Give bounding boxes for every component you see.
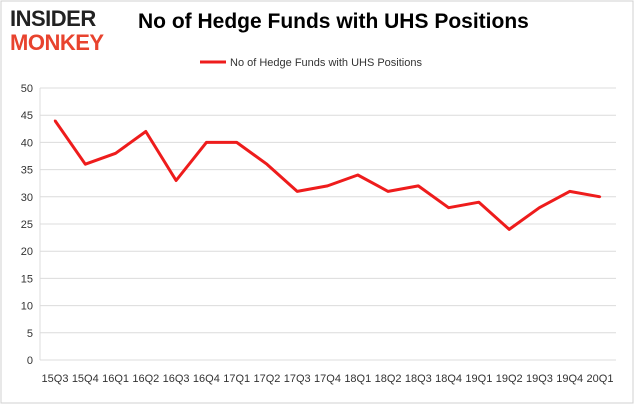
- x-tick-label: 17Q3: [284, 373, 311, 385]
- data-point: [507, 228, 511, 231]
- y-axis-ticks: 0 5 10 15 20 25 30 35 40 45 50: [21, 83, 33, 367]
- y-tick-label: 25: [21, 219, 33, 231]
- logo-line2: MONKEY: [10, 30, 104, 54]
- x-tick-label: 15Q4: [72, 373, 99, 385]
- data-point: [84, 162, 87, 166]
- x-tick-label: 19Q4: [556, 373, 583, 385]
- data-point: [235, 141, 238, 144]
- y-tick-label: 5: [27, 328, 33, 340]
- x-tick-label: 19Q3: [526, 373, 553, 385]
- data-point: [598, 195, 602, 198]
- data-point: [538, 206, 541, 209]
- x-tick-label: 15Q3: [42, 373, 69, 385]
- y-tick-label: 30: [21, 192, 33, 204]
- x-tick-label: 19Q1: [465, 373, 492, 385]
- data-point: [265, 162, 269, 166]
- x-tick-label: 17Q2: [253, 373, 280, 385]
- y-tick-label: 20: [21, 246, 33, 258]
- series-lines: [53, 119, 602, 231]
- data-point: [53, 119, 57, 122]
- data-point: [386, 190, 390, 193]
- y-tick-label: 40: [21, 137, 33, 149]
- legend: No of Hedge Funds with UHS Positions: [200, 57, 422, 69]
- data-point: [174, 179, 178, 182]
- x-tick-label: 16Q2: [132, 373, 159, 385]
- x-tick-label: 16Q1: [102, 373, 129, 385]
- y-tick-label: 10: [21, 301, 33, 313]
- gridlines: [39, 87, 616, 361]
- x-tick-label: 18Q3: [405, 373, 432, 385]
- data-point: [356, 173, 359, 177]
- x-tick-label: 20Q1: [587, 373, 614, 385]
- x-tick-label: 16Q4: [193, 373, 220, 385]
- data-point: [326, 184, 329, 188]
- y-tick-label: 0: [27, 355, 33, 367]
- data-point: [447, 206, 450, 209]
- data-point: [477, 201, 481, 204]
- series-line: [53, 119, 601, 231]
- x-tick-label: 19Q2: [496, 373, 523, 385]
- x-tick-label: 17Q1: [223, 373, 250, 385]
- data-point: [114, 152, 117, 155]
- x-axis-ticks: 15Q3 15Q4 16Q1 16Q2 16Q3 16Q4 17Q1 17Q2 17Q3 17Q4…: [42, 373, 614, 385]
- x-tick-label: 16Q3: [163, 373, 190, 385]
- data-point: [568, 190, 571, 193]
- data-point: [296, 190, 299, 193]
- data-point: [417, 184, 420, 188]
- y-tick-label: 35: [21, 165, 33, 177]
- insider-monkey-logo: INSIDER MONKEY: [10, 6, 105, 54]
- legend-label: No of Hedge Funds with UHS Positions: [230, 57, 422, 69]
- y-tick-label: 45: [21, 110, 33, 122]
- y-tick-label: 50: [21, 83, 33, 95]
- y-tick-label: 15: [21, 273, 33, 285]
- x-tick-label: 17Q4: [314, 373, 341, 385]
- x-tick-label: 18Q1: [344, 373, 371, 385]
- x-tick-label: 18Q2: [375, 373, 402, 385]
- chart-title: No of Hedge Funds with UHS Positions: [138, 10, 529, 33]
- logo-line1: INSIDER: [10, 6, 96, 31]
- data-point: [144, 130, 148, 133]
- data-point: [205, 141, 208, 144]
- x-tick-label: 18Q4: [435, 373, 462, 385]
